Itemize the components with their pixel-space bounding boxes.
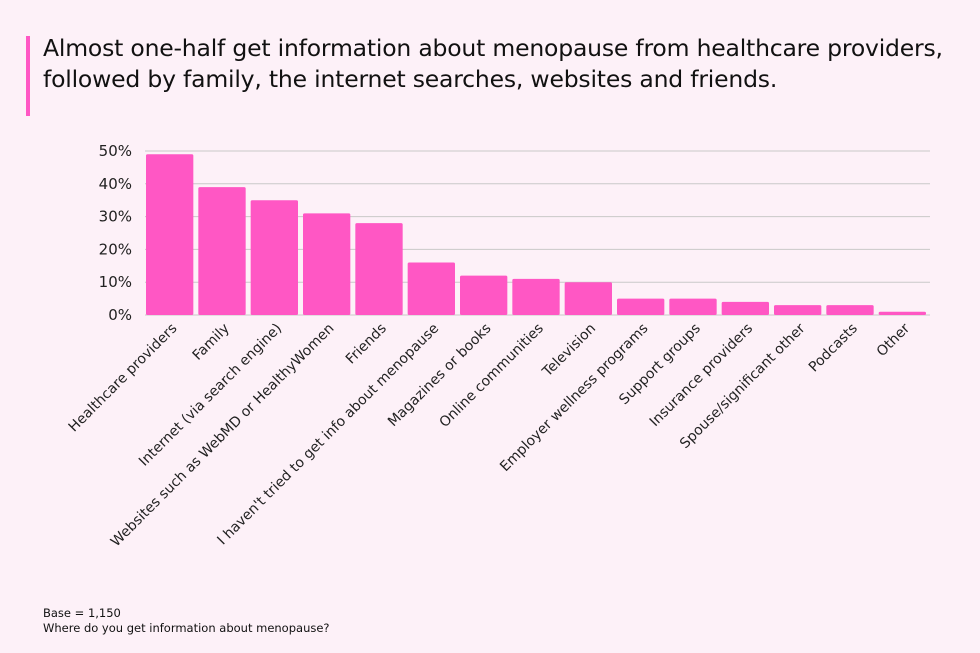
x-tick-label: Magazines or books	[385, 321, 494, 430]
x-tick-label: Family	[190, 321, 233, 364]
base-note: Base = 1,150	[43, 606, 121, 620]
bar	[355, 223, 403, 315]
y-tick-label: 50%	[99, 142, 132, 160]
bar	[617, 298, 665, 315]
x-tick-label: Healthcare providers	[66, 321, 181, 436]
bar	[250, 200, 298, 315]
y-tick-label: 0%	[108, 306, 132, 324]
chart-footer: Base = 1,150 Where do you get informatio…	[43, 606, 330, 636]
bar	[146, 154, 194, 315]
bar-chart: 0% 10% 20% 30% 40% 50% Healthcare providers Fam…	[66, 142, 930, 550]
x-tick-label: Online communities	[436, 321, 546, 431]
x-tick-label: Podcasts	[806, 321, 861, 376]
bar	[407, 262, 455, 315]
bar	[878, 311, 926, 315]
y-tick-label: 30%	[99, 208, 132, 226]
bar	[460, 275, 508, 315]
bar	[303, 213, 351, 315]
bar	[512, 278, 560, 315]
question-note: Where do you get information about menop…	[43, 621, 330, 635]
y-tick-label: 20%	[99, 240, 132, 258]
bar	[564, 282, 612, 315]
x-tick-label: Other	[874, 320, 914, 360]
x-tick-label: Friends	[343, 321, 390, 368]
y-tick-label: 40%	[99, 175, 132, 193]
y-tick-label: 10%	[99, 273, 132, 291]
bar	[669, 298, 717, 315]
bar	[826, 305, 874, 315]
bar	[721, 301, 769, 315]
chart-title: Almost one-half get information about me…	[43, 34, 943, 93]
bar	[774, 305, 822, 315]
title-accent-bar	[26, 36, 30, 116]
bar	[198, 187, 246, 315]
x-tick-label: Insurance providers	[647, 321, 756, 430]
